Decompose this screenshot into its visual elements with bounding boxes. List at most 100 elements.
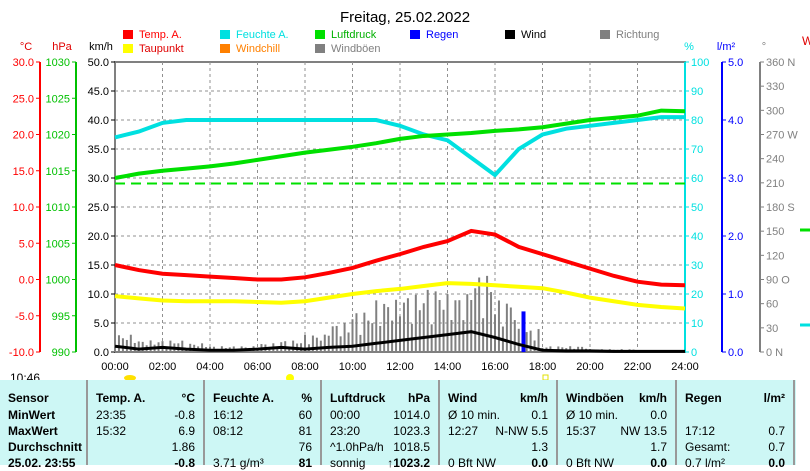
temp-tick-label: -10.0 [9, 347, 34, 359]
cell-value: 1023.3 [393, 424, 430, 438]
cell-info: 00:00 [330, 408, 361, 422]
x-tick-label: 22:00 [624, 361, 652, 373]
series-line-luftdruck [114, 108, 686, 180]
legend-label: Taupunkt [139, 43, 184, 55]
cell-value: -0.8 [174, 456, 195, 470]
table-column: Luftdruck hPa 00:00 1014.0 23:20 1023.3 ^1.0hP… [322, 380, 440, 470]
cell-info: 0.7 l/m² [685, 456, 726, 470]
cell-info: 17:12 [685, 424, 716, 438]
row-label: 25.02. 23:55 [8, 456, 76, 470]
cell-value: 1.3 [531, 440, 548, 454]
x-tick-label: 14:00 [434, 361, 462, 373]
cell-value: 81 [298, 456, 312, 470]
table-column: Regen l/m² 17:12 0.7 Gesamt: 0.7 0.7 l/m² 0.0 [677, 380, 795, 470]
legend-swatch [315, 44, 325, 53]
legend-swatch [505, 30, 515, 39]
legend-swatch [410, 30, 420, 39]
x-tick-label: 18:00 [529, 361, 557, 373]
cell-info: 0 Bft NW [566, 456, 615, 470]
column-header: Sensor [8, 391, 49, 405]
stats-table: Sensor MinWert MaxWert Durchschnitt 25.02. 2… [0, 380, 796, 470]
humidity-tick-label: 50 [691, 202, 703, 214]
x-tick-label: 00:00 [101, 361, 129, 373]
cell-value: N-NW 5.5 [495, 424, 548, 438]
cell-info: 16:12 [213, 408, 244, 422]
direction-tick-label: 270 W [766, 130, 798, 142]
cell-value: 6.9 [178, 424, 195, 438]
x-tick-label: 10:00 [339, 361, 367, 373]
legend-label: Luftdruck [331, 29, 377, 41]
cell-value: 0.7 [768, 424, 785, 438]
x-tick-label: 12:00 [386, 361, 414, 373]
direction-tick-label: 60 [766, 299, 778, 311]
temp-tick-label: 10.0 [13, 202, 34, 214]
wind-tick-label: 0.0 [94, 347, 109, 359]
column-unit: °C [181, 391, 195, 405]
cell-value: 1.7 [650, 440, 667, 454]
cell-value: 76 [298, 440, 312, 454]
rain-axis-unit: l/m² [717, 41, 736, 53]
cell-info: 3.71 g/m³ [213, 456, 264, 470]
wind-tick-label: 40.0 [88, 115, 109, 127]
cell-value: 0.7 [768, 440, 785, 454]
wind-tick-label: 25.0 [88, 202, 109, 214]
sunset-icon [542, 374, 549, 380]
column-unit: l/m² [763, 391, 785, 405]
column-header: Luftdruck [330, 391, 386, 405]
humidity-tick-label: 20 [691, 289, 703, 301]
direction-tick-label: 210 [766, 178, 784, 190]
rain-tick-label: 0.0 [728, 347, 743, 359]
column-unit: % [301, 391, 312, 405]
temp-tick-label: 15.0 [13, 166, 34, 178]
cell-value: 0.0 [650, 408, 667, 422]
wind-tick-label: 15.0 [88, 260, 109, 272]
legend-swatch [123, 30, 133, 39]
cell-value: 1.86 [171, 440, 195, 454]
pressure-tick-label: 1020 [46, 130, 70, 142]
footer-time: 10:46 [10, 371, 40, 380]
table-column: Windböen km/h Ø 10 min. 0.0 15:37 NW 13.5 1.7 0… [558, 380, 677, 470]
table-column: Temp. A. °C 23:35 -0.8 15:32 6.9 1.86 -0.8 [88, 380, 205, 470]
cell-value: 81 [298, 424, 312, 438]
temp-tick-label: 30.0 [13, 57, 34, 69]
legend-label: Richtung [616, 29, 659, 41]
pressure-tick-label: 1025 [46, 93, 70, 105]
direction-tick-label: 240 [766, 154, 784, 166]
humidity-tick-label: 80 [691, 115, 703, 127]
cell-value: NW 13.5 [620, 424, 667, 438]
x-tick-label: 02:00 [149, 361, 177, 373]
direction-tick-label: 360 N [766, 57, 795, 69]
humidity-axis-unit: % [684, 41, 694, 53]
cell-value: 60 [298, 408, 312, 422]
wind-tick-label: 45.0 [88, 86, 109, 98]
column-header: Regen [685, 391, 722, 405]
pressure-tick-label: 990 [52, 347, 70, 359]
direction-axis-unit: ° [762, 41, 766, 53]
temp-tick-label: 25.0 [13, 93, 34, 105]
legend-swatch [123, 44, 133, 53]
cell-value: -0.8 [174, 408, 195, 422]
humidity-tick-label: 10 [691, 318, 703, 330]
pressure-tick-label: 1030 [46, 57, 70, 69]
column-header: Feuchte A. [213, 391, 274, 405]
direction-tick-label: 0 N [766, 347, 783, 359]
cell-value: ↑1023.2 [387, 456, 430, 470]
x-tick-label: 06:00 [244, 361, 272, 373]
column-header: Wind [448, 391, 478, 405]
temp-tick-label: 20.0 [13, 130, 34, 142]
series-line-wind [114, 330, 685, 353]
wind-tick-label: 35.0 [88, 144, 109, 156]
column-header: Windböen [566, 391, 624, 405]
direction-tick-label: 30 [766, 323, 778, 335]
x-tick-label: 04:00 [196, 361, 224, 373]
direction-tick-label: 330 [766, 81, 784, 93]
humidity-tick-label: 40 [691, 231, 703, 243]
humidity-tick-label: 60 [691, 173, 703, 185]
series-line-feuchte-a- [114, 115, 685, 178]
legend-label: Wind [521, 29, 546, 41]
cell-info: 08:12 [213, 424, 244, 438]
table-column: Feuchte A.% 16:12 60 08:12 81 76 3.71 g/m³ 81 [205, 380, 322, 470]
cell-info: 15:32 [96, 424, 127, 438]
direction-indicator: W [802, 34, 810, 48]
pressure-tick-label: 1000 [46, 275, 70, 287]
